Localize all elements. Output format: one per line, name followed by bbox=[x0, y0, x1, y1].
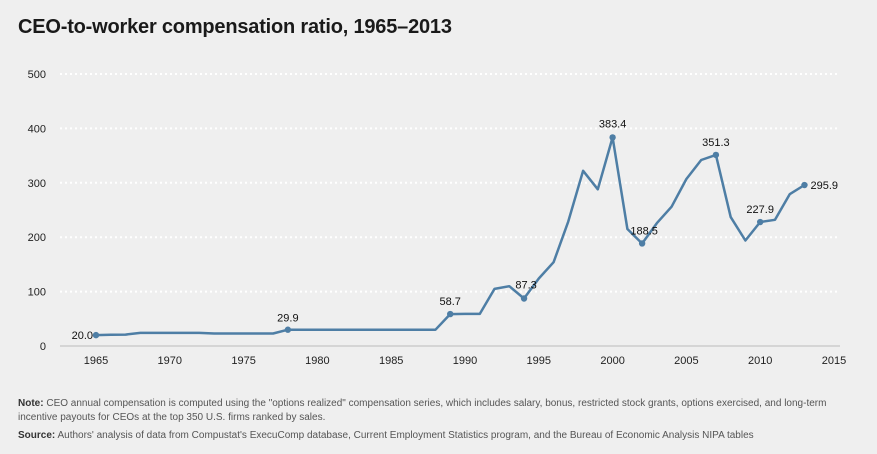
x-tick-label: 2010 bbox=[748, 355, 772, 367]
y-tick-label: 200 bbox=[28, 232, 46, 244]
x-tick-label: 2000 bbox=[600, 355, 624, 367]
data-point-1989 bbox=[447, 310, 454, 318]
source-label: Source: bbox=[18, 430, 56, 441]
x-tick-label: 1990 bbox=[453, 355, 477, 367]
y-axis-ticks: 0 100 200 300 400 500 bbox=[28, 69, 46, 353]
data-label-2013: 295.9 bbox=[810, 180, 838, 192]
x-tick-label: 1975 bbox=[231, 355, 255, 367]
footnotes: Note: CEO annual compensation is compute… bbox=[18, 397, 863, 447]
source-text: Source: Authors' analysis of data from C… bbox=[18, 429, 863, 443]
source-body: Authors' analysis of data from Compustat… bbox=[55, 430, 754, 441]
x-tick-label: 1965 bbox=[84, 355, 108, 367]
data-label-1978: 29.9 bbox=[277, 313, 298, 325]
y-tick-label: 500 bbox=[28, 69, 46, 81]
data-point-2010 bbox=[757, 218, 764, 226]
note-body: CEO annual compensation is computed usin… bbox=[18, 398, 827, 423]
data-labels: 20.0 29.9 58.7 87.3 383.4 188.5 351.3 227.9 295.… bbox=[72, 118, 838, 342]
data-point-2007 bbox=[712, 151, 720, 159]
x-tick-label: 1985 bbox=[379, 355, 403, 367]
gridlines bbox=[60, 73, 840, 347]
y-tick-label: 100 bbox=[28, 287, 46, 299]
data-label-1965: 20.0 bbox=[72, 330, 93, 342]
x-tick-label: 2005 bbox=[674, 355, 698, 367]
x-tick-label: 1970 bbox=[158, 355, 182, 367]
note-text: Note: CEO annual compensation is compute… bbox=[18, 397, 863, 425]
x-tick-label: 1980 bbox=[305, 355, 329, 367]
y-tick-label: 0 bbox=[40, 341, 46, 353]
data-point-1965 bbox=[92, 331, 100, 339]
data-point-1978 bbox=[284, 326, 292, 333]
data-label-1989: 58.7 bbox=[440, 296, 461, 308]
data-label-2010: 227.9 bbox=[746, 204, 774, 216]
y-tick-label: 300 bbox=[28, 178, 46, 190]
data-point-1994 bbox=[520, 295, 528, 302]
data-point-2002 bbox=[638, 240, 646, 247]
y-tick-label: 400 bbox=[28, 123, 46, 135]
x-tick-label: 1995 bbox=[527, 355, 551, 367]
line-chart: 0 100 200 300 400 500 1965 1970 1975 1980 1985 199… bbox=[28, 69, 847, 367]
data-point-2013 bbox=[801, 181, 808, 189]
chart-title: CEO-to-worker compensation ratio, 1965–2… bbox=[18, 16, 452, 38]
note-label: Note: bbox=[18, 398, 44, 409]
x-axis-ticks: 1965 1970 1975 1980 1985 1990 1995 2000 2005 2010… bbox=[84, 355, 846, 367]
x-tick-label: 2015 bbox=[822, 355, 846, 367]
data-point-2000 bbox=[609, 134, 616, 141]
data-label-2002: 188.5 bbox=[630, 225, 658, 237]
data-label-1994: 87.3 bbox=[515, 280, 536, 292]
data-label-2000: 383.4 bbox=[599, 118, 627, 130]
data-markers bbox=[92, 134, 808, 339]
data-label-2007: 351.3 bbox=[702, 137, 730, 149]
